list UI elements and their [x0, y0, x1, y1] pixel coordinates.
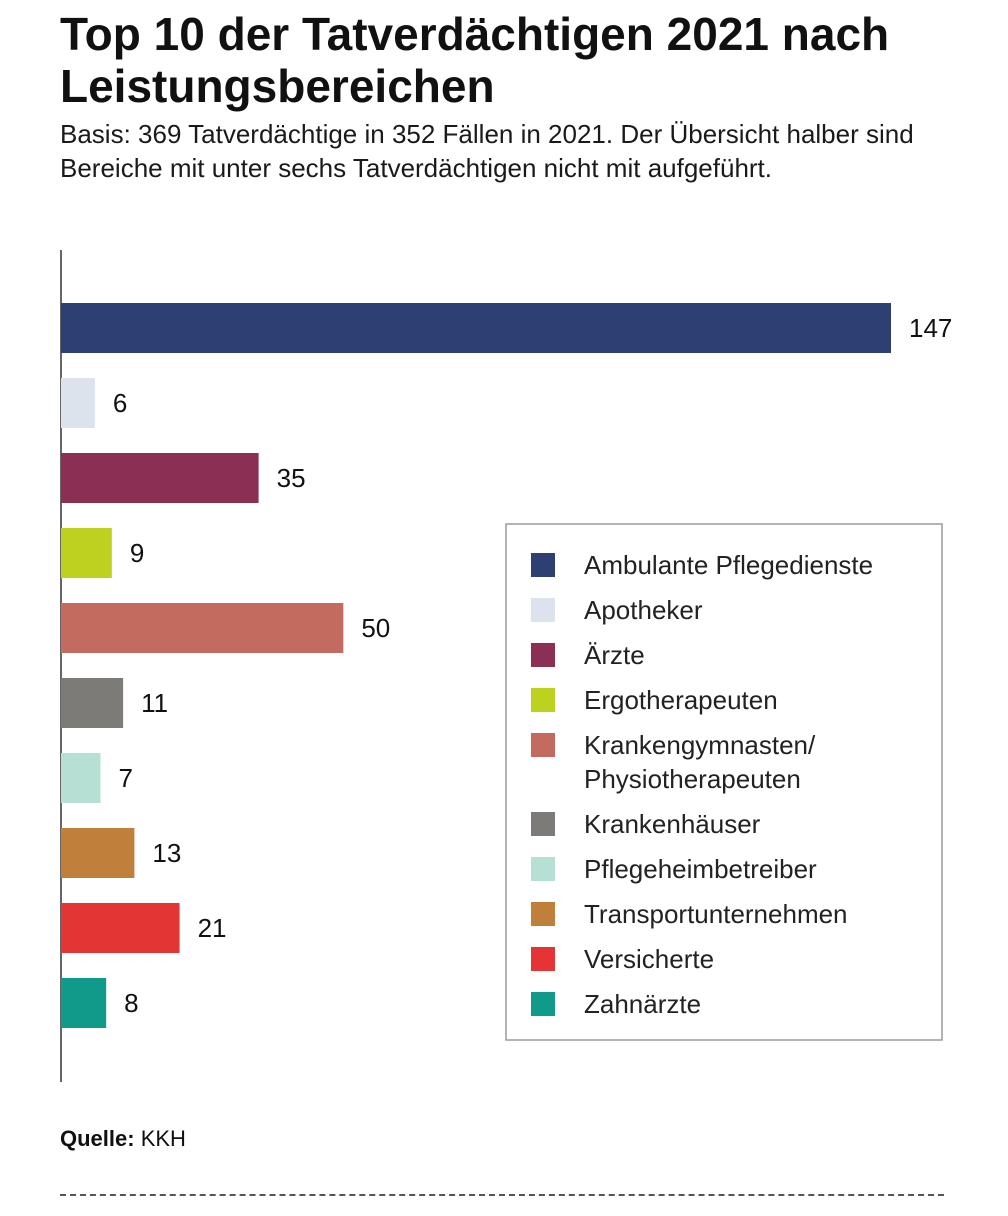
- bar-5: [61, 603, 344, 653]
- dashed-divider: [60, 1194, 944, 1196]
- legend-label-1: Ambulante Pflegedienste: [584, 550, 873, 580]
- bar-2: [61, 378, 95, 428]
- source-value: KKH: [140, 1126, 186, 1151]
- legend-label-7: Pflegeheimbetreiber: [584, 854, 817, 884]
- data-label-2: 6: [113, 388, 127, 418]
- data-label-10: 8: [124, 988, 138, 1018]
- bar-7: [61, 753, 101, 803]
- bar-9: [61, 903, 180, 953]
- bar-10: [61, 978, 107, 1028]
- bar-3: [61, 453, 259, 503]
- data-label-9: 21: [198, 913, 227, 943]
- legend-swatch-5: [531, 733, 555, 757]
- legend-swatch-4: [531, 688, 555, 712]
- bars-layer: 147 6 35 9 50 11 7 13 21 8: [60, 250, 952, 1082]
- data-label-1: 147: [909, 313, 952, 343]
- legend-label-8: Transportunternehmen: [584, 899, 848, 929]
- data-label-3: 35: [277, 463, 306, 493]
- legend-label-9: Versicherte: [584, 944, 714, 974]
- bar-6: [61, 678, 124, 728]
- data-label-4: 9: [130, 538, 144, 568]
- legend-label-5: Krankengymnasten/Physiotherapeuten: [584, 730, 816, 794]
- legend-swatch-7: [531, 857, 555, 881]
- bar-chart: 147 6 35 9 50 11 7 13 21 8 Ambulante Pflegedienst…: [60, 250, 952, 1082]
- bar-4: [61, 528, 112, 578]
- chart-subtitle: Basis: 369 Tatverdächtige in 352 Fällen …: [60, 119, 914, 183]
- data-label-5: 50: [361, 613, 390, 643]
- bar-1: [61, 303, 891, 353]
- legend-swatch-3: [531, 643, 555, 667]
- legend-swatch-9: [531, 947, 555, 971]
- source-label: Quelle:: [60, 1126, 135, 1151]
- legend: Ambulante Pflegedienste Apotheker Ärzte Erg…: [505, 523, 943, 1041]
- legend-label-10: Zahnärzte: [584, 989, 701, 1019]
- legend-label-3: Ärzte: [584, 640, 645, 670]
- chart-title: Top 10 der Tatverdächtigen 2021 nach Lei…: [60, 8, 890, 112]
- data-label-8: 13: [152, 838, 181, 868]
- bar-8: [61, 828, 135, 878]
- legend-swatch-10: [531, 992, 555, 1016]
- data-label-7: 7: [119, 763, 133, 793]
- legend-swatch-2: [531, 598, 555, 622]
- legend-swatch-8: [531, 902, 555, 926]
- legend-label-4: Ergotherapeuten: [584, 685, 778, 715]
- legend-box: [505, 523, 943, 1041]
- legend-label-2: Apotheker: [584, 595, 703, 625]
- legend-label-6: Krankenhäuser: [584, 809, 761, 839]
- legend-swatch-1: [531, 553, 555, 577]
- data-label-6: 11: [141, 688, 168, 718]
- legend-swatch-6: [531, 812, 555, 836]
- source-note: Quelle: KKH: [60, 1126, 186, 1152]
